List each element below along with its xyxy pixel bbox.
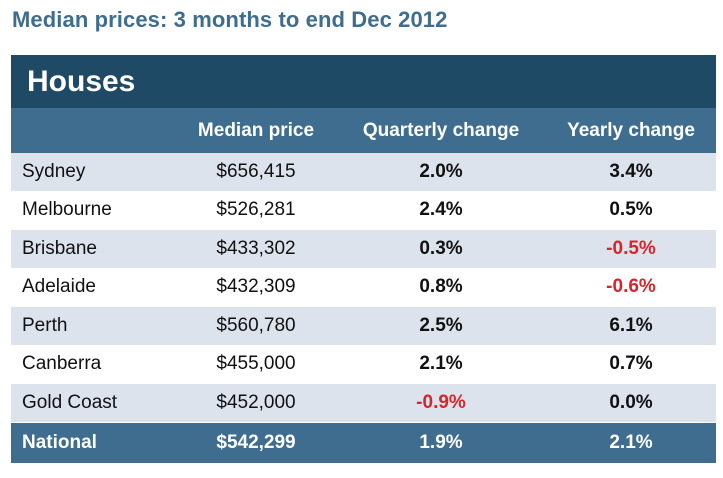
median-price-cell: $656,415 (216, 160, 296, 182)
median-price-cell: $432,309 (216, 276, 296, 298)
column-header-row: Median price Quarterly change Yearly cha… (11, 108, 716, 153)
table-row: Canberra $455,000 2.1% 0.7% (11, 345, 716, 384)
yearly-change-cell: -0.5% (606, 237, 656, 259)
yearly-change-cell: 0.7% (609, 353, 653, 375)
table-row: Adelaide $432,309 0.8% -0.6% (11, 268, 716, 307)
column-header-median-price: Median price (197, 119, 315, 141)
column-header-quarterly-change: Quarterly change (362, 119, 520, 141)
table-row: Brisbane $433,302 0.3% -0.5% (11, 230, 716, 269)
quarterly-change-cell: 0.3% (419, 237, 463, 259)
yearly-change-cell: 0.5% (609, 199, 653, 221)
national-total-row: National $542,299 1.9% 2.1% (11, 422, 716, 463)
yearly-change-cell: 6.1% (609, 314, 653, 336)
median-price-cell: $433,302 (216, 237, 296, 259)
median-price-cell: $542,299 (216, 431, 296, 453)
quarterly-change-cell: 1.9% (419, 431, 463, 453)
table-row: Gold Coast $452,000 -0.9% 0.0% (11, 384, 716, 423)
city-cell: Perth (22, 314, 68, 336)
median-price-cell: $560,780 (216, 314, 296, 336)
city-cell: Canberra (22, 353, 102, 375)
median-prices-table: Houses Median price Quarterly change Yea… (11, 55, 716, 463)
yearly-change-cell: 3.4% (609, 160, 653, 182)
page-title: Median prices: 3 months to end Dec 2012 (12, 7, 448, 32)
yearly-change-cell: -0.6% (606, 276, 656, 298)
city-cell: Melbourne (22, 199, 112, 221)
yearly-change-cell: 0.0% (609, 391, 653, 413)
median-price-cell: $452,000 (216, 391, 296, 413)
quarterly-change-cell: 2.4% (419, 199, 463, 221)
table-row: Perth $560,780 2.5% 6.1% (11, 307, 716, 346)
city-cell: Brisbane (22, 237, 97, 259)
median-price-cell: $455,000 (216, 353, 296, 375)
section-header: Houses (11, 55, 716, 108)
table-row: Sydney $656,415 2.0% 3.4% (11, 153, 716, 192)
yearly-change-cell: 2.1% (609, 431, 653, 453)
quarterly-change-cell: 2.0% (419, 160, 463, 182)
city-cell: Adelaide (22, 276, 96, 298)
city-cell: National (22, 431, 97, 453)
quarterly-change-cell: 0.8% (419, 276, 463, 298)
column-header-yearly-change: Yearly change (567, 119, 695, 141)
quarterly-change-cell: 2.1% (419, 353, 463, 375)
city-cell: Sydney (22, 160, 86, 182)
city-cell: Gold Coast (22, 391, 118, 413)
quarterly-change-cell: -0.9% (416, 391, 466, 413)
table-row: Melbourne $526,281 2.4% 0.5% (11, 191, 716, 230)
median-price-cell: $526,281 (216, 199, 296, 221)
quarterly-change-cell: 2.5% (419, 314, 463, 336)
